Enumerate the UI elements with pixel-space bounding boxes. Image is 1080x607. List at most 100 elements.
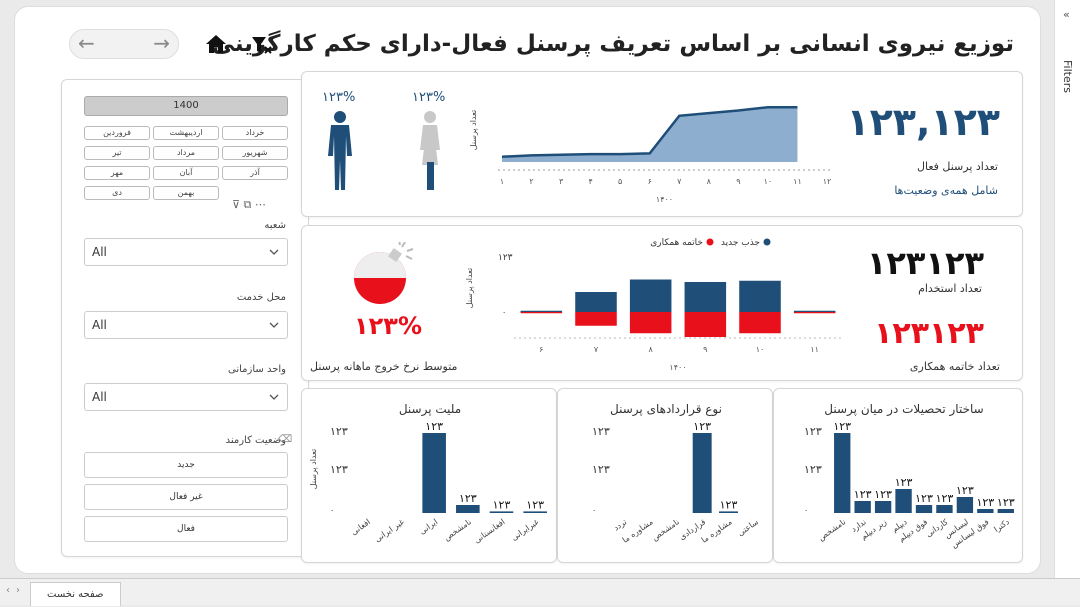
chart-title: ملیت پرسنل — [399, 402, 461, 417]
x-tick-label: ساعتی — [736, 517, 760, 538]
branch-label: شعبه — [264, 220, 286, 231]
termination-count-value: ۱۲۳۱۲۳ — [874, 316, 984, 351]
month-button[interactable]: فروردین — [84, 126, 150, 140]
chevron-down-icon — [269, 322, 279, 328]
bar-data-label: ۱۲۳ — [720, 498, 738, 511]
month-button[interactable]: مرداد — [153, 146, 219, 160]
x-tick-label: ۱ — [500, 177, 504, 186]
y-axis-title: تعداد پرسنل — [469, 110, 478, 150]
bar — [956, 497, 974, 513]
month-button[interactable]: مهر — [84, 166, 150, 180]
bar-data-label: ۱۲۳ — [459, 492, 477, 505]
bar-data-label: ۱۲۳ — [997, 496, 1015, 509]
tab-home-page[interactable]: صفحه نخست — [30, 582, 121, 606]
x-tick-label: نامشخص — [817, 517, 848, 542]
status-label: وضعیت کارمند — [225, 435, 286, 446]
branch-value: All — [92, 245, 107, 259]
chevron-down-icon — [269, 249, 279, 255]
month-button[interactable]: آبان — [153, 166, 219, 180]
branch-dropdown[interactable]: All — [84, 238, 288, 266]
legend-hire-marker — [763, 238, 771, 246]
y-tick-label: ۱۲۳ — [804, 425, 822, 438]
termination-bar — [629, 312, 672, 334]
bar — [456, 505, 480, 513]
hire-termination-bar-chart: جذب جدید خاتمه همکاری ۱۲۳ ۰ تعداد پرسنل ۶ ۷ ۸ ۹ ۱… — [465, 238, 842, 372]
y-axis-title: تعداد پرسنل — [309, 449, 318, 489]
x-axis-title: ۱۴۰۰ — [669, 363, 686, 372]
legend-termination-marker — [706, 238, 714, 246]
bar — [422, 433, 446, 513]
y-tick-label: ۱۲۳ — [330, 425, 348, 438]
month-button[interactable]: دی — [84, 186, 150, 200]
bar — [489, 511, 514, 513]
exit-rate-label: متوسط نرخ خروج ماهانه پرسنل — [310, 360, 458, 373]
collapse-filters-icon[interactable]: « — [1063, 8, 1070, 21]
bar-data-label: ۱۲۳ — [833, 420, 851, 433]
bar — [997, 509, 1014, 513]
x-tick-label: نامشخص — [650, 517, 681, 542]
y-axis-title: تعداد پرسنل — [465, 268, 474, 308]
org-unit-value: All — [92, 390, 107, 404]
x-tick-label: غیرایرانی — [510, 517, 541, 542]
x-tick-label: ۲ — [529, 177, 533, 186]
x-tick-label: افغانستانی — [472, 517, 506, 545]
bar-data-label: ۱۲۳ — [493, 498, 511, 511]
next-page-icon[interactable]: › — [16, 585, 20, 596]
x-axis-title: ۱۴۰۰ — [656, 195, 673, 204]
hire-count-label: تعداد استخدام — [918, 282, 982, 295]
year-slicer-1400[interactable]: 1400 — [84, 96, 288, 116]
bar — [719, 511, 738, 513]
x-tick-label: ۱۱ — [793, 177, 802, 186]
filters-pane[interactable]: « Filters — [1054, 0, 1080, 578]
bar-data-label: ۱۲۳ — [693, 420, 711, 433]
x-tick-label: ۸ — [649, 345, 654, 354]
home-icon[interactable] — [205, 34, 227, 54]
status-active-button[interactable]: فعال — [84, 516, 288, 542]
active-count-label: تعداد پرسنل فعال — [917, 160, 998, 173]
y-tick-label: ۰ — [502, 308, 506, 317]
service-dropdown[interactable]: All — [84, 311, 288, 339]
bar — [874, 501, 892, 513]
prev-page-icon[interactable]: ‹ — [6, 585, 10, 596]
active-personnel-panel: ۱۲۳,۱۲۳ تعداد پرسنل فعال شامل همه‌ی وضعی… — [301, 71, 1023, 217]
y-tick-label: ۱۲۳ — [592, 425, 610, 438]
month-button[interactable]: خرداد — [222, 126, 288, 140]
page-navigator: ← → — [69, 29, 179, 59]
termination-bar — [575, 312, 617, 326]
bar-data-label: ۱۲۳ — [976, 496, 994, 509]
female-figure-icon — [420, 111, 440, 190]
page-title: توزیع نیروی انسانی بر اساس تعریف پرسنل ف… — [211, 31, 1014, 57]
bar-data-label: ۱۲۳ — [915, 492, 933, 505]
x-tick-label: نامشخص — [442, 517, 473, 542]
back-arrow-icon[interactable]: ← — [78, 31, 95, 55]
area-line — [501, 105, 798, 158]
org-unit-label: واحد سازمانی — [228, 364, 286, 375]
slicer-toolbar-icons[interactable]: ⊽ ⧉ ⋯ — [232, 198, 266, 211]
status-inactive-button[interactable]: غیر فعال — [84, 484, 288, 510]
x-tick-label: ۱۰ — [756, 345, 765, 354]
bar-data-label: ۱۲۳ — [936, 492, 954, 505]
month-button[interactable]: شهریور — [222, 146, 288, 160]
org-unit-dropdown[interactable]: All — [84, 383, 288, 411]
hire-bar — [739, 280, 781, 312]
bar — [834, 433, 851, 513]
contract-panel: نوع قراردادهای پرسنل ۰ ۱۲۳ ۱۲۳ تردد مشاوره ما… — [557, 388, 773, 563]
bar — [915, 505, 933, 513]
status-new-button[interactable]: جدید — [84, 452, 288, 478]
bar-data-label: ۱۲۳ — [956, 484, 974, 497]
y-tick-label: ۰ — [330, 506, 334, 515]
month-button[interactable]: تیر — [84, 146, 150, 160]
month-button[interactable]: آذر — [222, 166, 288, 180]
x-tick-label: ۵ — [618, 177, 622, 186]
month-button[interactable]: اردیبهشت — [153, 126, 219, 140]
x-tick-label: ۷ — [594, 345, 599, 354]
forward-arrow-icon[interactable]: → — [153, 31, 170, 55]
x-tick-label: ۸ — [707, 177, 712, 186]
clear-filters-icon[interactable] — [251, 35, 273, 55]
eraser-icon[interactable]: ⌫ — [278, 434, 293, 445]
x-tick-label: تردد — [612, 517, 628, 532]
month-button[interactable]: بهمن — [153, 186, 219, 200]
